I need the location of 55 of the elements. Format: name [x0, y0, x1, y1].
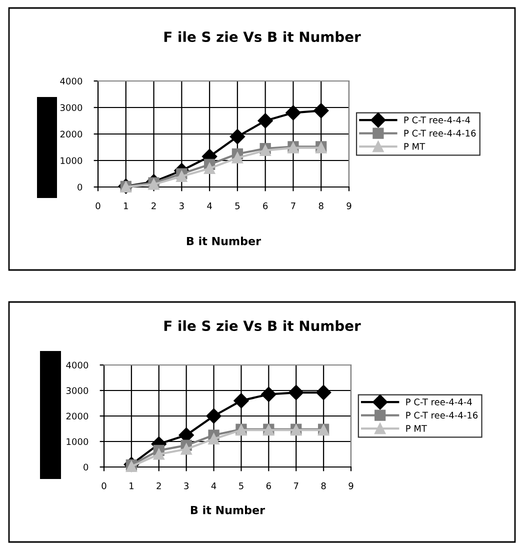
y-tick-label: 3000: [66, 387, 88, 394]
point: [230, 129, 246, 144]
x-tick-label: 8: [318, 202, 324, 210]
y-tick-label: 4000: [60, 78, 82, 85]
x-tick-label: 2: [156, 482, 161, 490]
point: [286, 105, 301, 120]
x-tick-label: 1: [124, 202, 128, 210]
x-tick-label: 2: [152, 202, 156, 210]
point: [180, 444, 192, 455]
point: [316, 384, 332, 400]
legend-label: P MT: [406, 425, 427, 432]
y-tick-label: 2000: [60, 130, 82, 138]
point: [206, 408, 222, 424]
point: [153, 448, 164, 460]
y-tick-label: 1000: [66, 438, 88, 446]
x-axis-title: B it Number: [186, 236, 262, 246]
x-tick-label: 9: [348, 482, 354, 490]
chart-title: F ile S zie Vs B it Number: [164, 31, 361, 42]
point: [176, 170, 188, 182]
y-tick-label: 1000: [60, 157, 82, 164]
legend-label: P MT: [404, 143, 426, 150]
point: [208, 433, 220, 445]
x-tick-label: 3: [179, 202, 184, 210]
point: [232, 152, 243, 164]
y-tick-label: 3000: [60, 104, 82, 112]
x-tick-label: 1: [130, 482, 134, 490]
point: [204, 162, 216, 174]
legend-label: P C-T ree-4-4-4: [404, 116, 470, 124]
x-tick-label: 9: [346, 202, 352, 210]
y-tick-label: 4000: [66, 362, 88, 369]
y-tick-label: 0: [84, 464, 88, 471]
x-tick-label: 6: [263, 202, 268, 210]
x-tick-label: 4: [211, 482, 216, 490]
x-tick-label: 0: [96, 202, 100, 210]
chart-title: F ile S zie Vs B it Number: [164, 320, 361, 332]
x-tick-label: 7: [294, 482, 298, 490]
legend-label: P C-T ree-4-4-16: [404, 130, 476, 137]
point: [314, 103, 329, 118]
x-tick-label: 5: [239, 482, 244, 490]
x-tick-label: 0: [102, 482, 106, 490]
x-tick-label: 8: [321, 482, 326, 490]
x-tick-label: 5: [235, 202, 240, 210]
x-axis-title: B it Number: [190, 506, 266, 514]
legend-label: P C-T ree-4-4-4: [406, 398, 472, 406]
legend-label: P C-T ree-4-4-16: [406, 412, 478, 419]
x-tick-label: 4: [207, 202, 212, 210]
point: [261, 386, 276, 402]
y-tick-label: 0: [78, 184, 82, 191]
point: [258, 113, 273, 128]
x-tick-label: 6: [266, 482, 271, 490]
y-tick-label: 2000: [66, 412, 88, 420]
x-tick-label: 7: [291, 202, 296, 210]
point: [234, 393, 249, 408]
point: [288, 384, 304, 400]
x-tick-label: 3: [184, 482, 188, 490]
